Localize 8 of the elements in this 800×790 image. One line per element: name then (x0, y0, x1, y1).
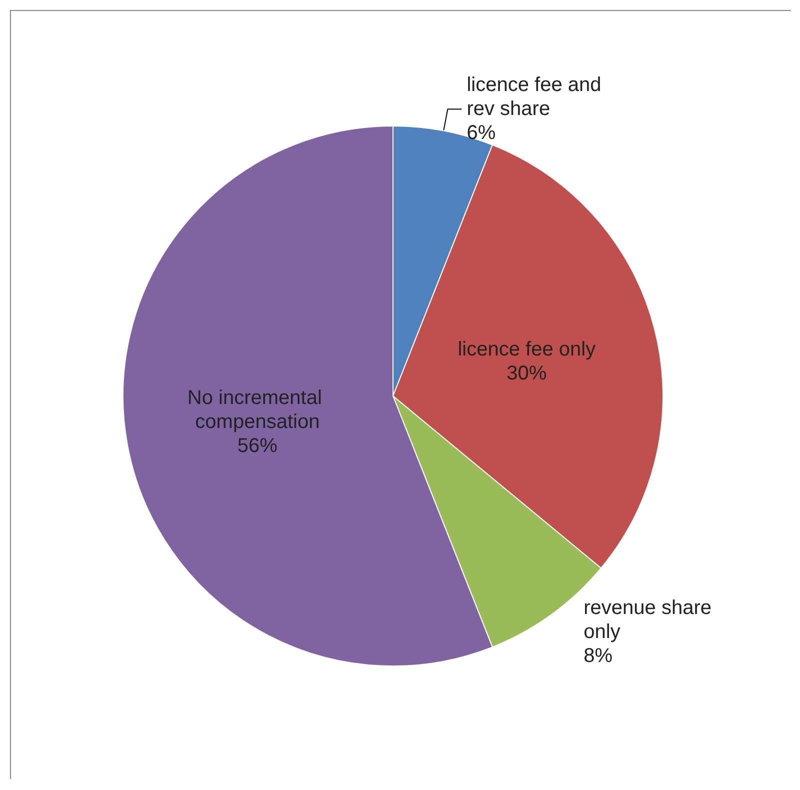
slice-label: revenue share only (584, 597, 718, 644)
data-label: 30% (506, 362, 547, 385)
slice-label: licence fee only (458, 338, 596, 361)
data-label: 56% (237, 434, 278, 457)
data-label: 6% (466, 122, 496, 144)
data-label: 8% (584, 645, 613, 668)
slice-label: No incremental compensation (187, 386, 328, 433)
slice-label: licence fee and rev share (466, 74, 607, 120)
